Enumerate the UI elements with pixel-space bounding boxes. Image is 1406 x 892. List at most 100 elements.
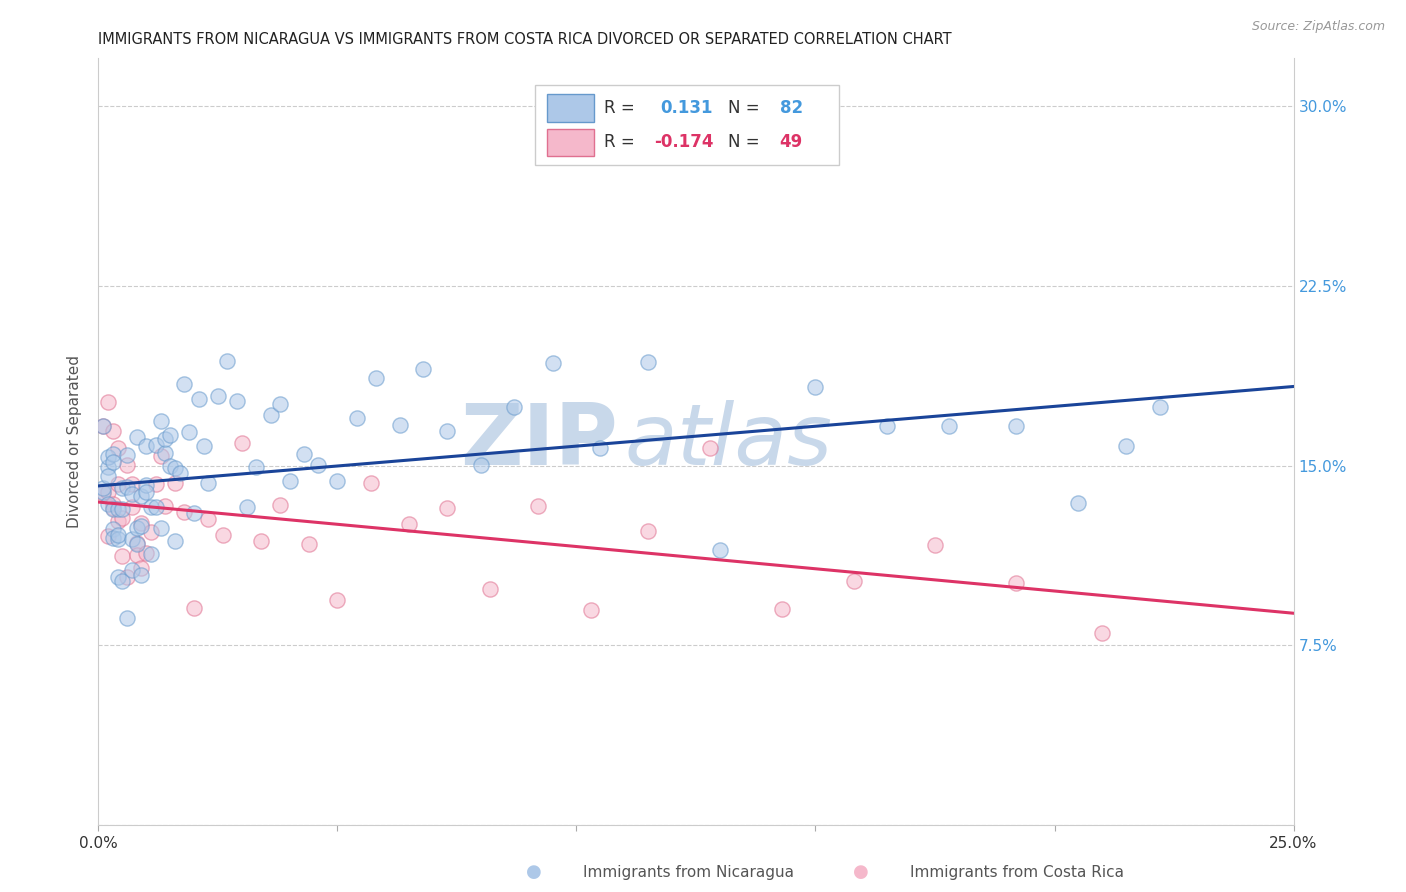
Text: Source: ZipAtlas.com: Source: ZipAtlas.com [1251, 20, 1385, 33]
Point [1005, 418, 1028, 433]
Point [364, 371, 387, 385]
Point [245, 459, 267, 474]
Point [173, 505, 195, 519]
Point [346, 411, 368, 425]
Text: Immigrants from Nicaragua: Immigrants from Nicaragua [583, 865, 794, 880]
Point [139, 500, 162, 514]
Point [479, 582, 502, 596]
Point [111, 549, 134, 564]
Point [145, 477, 167, 491]
Point [115, 610, 138, 624]
Point [155, 432, 177, 446]
Point [326, 474, 349, 488]
Point [589, 441, 612, 455]
Point [101, 532, 124, 546]
Point [579, 603, 602, 617]
Point [269, 498, 291, 512]
Y-axis label: Divorced or Separated: Divorced or Separated [67, 355, 83, 528]
Point [125, 521, 148, 535]
Point [125, 537, 148, 551]
Point [804, 380, 827, 394]
Point [169, 467, 191, 481]
Point [1115, 439, 1137, 453]
Point [470, 458, 492, 472]
Point [159, 458, 181, 473]
Point [121, 533, 143, 547]
Text: R =: R = [605, 99, 645, 117]
Point [101, 500, 124, 515]
Text: ●: ● [526, 863, 543, 881]
Point [217, 354, 239, 368]
Point [97, 468, 120, 483]
Point [125, 535, 148, 549]
Text: 0.131: 0.131 [661, 99, 713, 117]
Point [145, 500, 167, 514]
Point [211, 528, 233, 542]
Point [235, 500, 257, 514]
Text: 82: 82 [779, 99, 803, 117]
Point [101, 522, 124, 536]
Text: N =: N = [728, 134, 765, 152]
Point [115, 480, 138, 494]
Point [111, 511, 134, 525]
Point [135, 485, 157, 500]
Point [231, 436, 253, 450]
Point [131, 489, 153, 503]
Point [107, 502, 129, 516]
Text: IMMIGRANTS FROM NICARAGUA VS IMMIGRANTS FROM COSTA RICA DIVORCED OR SEPARATED CO: IMMIGRANTS FROM NICARAGUA VS IMMIGRANTS … [98, 32, 952, 47]
Point [139, 547, 162, 561]
Point [183, 601, 205, 615]
Point [163, 534, 186, 549]
Point [173, 376, 195, 391]
Text: R =: R = [605, 134, 640, 152]
Point [159, 428, 181, 442]
Point [97, 450, 120, 465]
Point [149, 414, 172, 428]
Point [541, 356, 564, 370]
Point [709, 542, 731, 557]
Point [91, 485, 114, 500]
Point [360, 476, 382, 491]
Point [876, 418, 898, 433]
Point [149, 521, 172, 535]
Point [938, 418, 960, 433]
Point [107, 514, 129, 528]
Point [145, 437, 167, 451]
Point [125, 430, 148, 444]
Point [111, 502, 134, 516]
Point [115, 569, 138, 583]
Point [97, 459, 120, 474]
Point [121, 477, 143, 491]
Text: atlas: atlas [624, 400, 832, 483]
Point [97, 395, 120, 409]
Point [436, 424, 458, 438]
Point [197, 512, 219, 526]
Point [187, 392, 209, 406]
Point [412, 362, 434, 376]
Point [135, 546, 157, 560]
Point [121, 500, 143, 514]
Point [115, 448, 138, 462]
Point [135, 478, 157, 492]
Point [637, 524, 659, 539]
Point [91, 485, 114, 500]
Point [101, 454, 124, 468]
Point [179, 425, 201, 439]
Point [131, 516, 153, 531]
Point [111, 574, 134, 588]
Point [131, 560, 153, 574]
Point [388, 418, 411, 433]
Point [125, 549, 148, 563]
Point [924, 538, 946, 552]
Point [207, 389, 229, 403]
Point [183, 506, 205, 520]
Point [101, 425, 124, 439]
Point [1091, 626, 1114, 640]
Point [163, 476, 186, 491]
Point [197, 475, 219, 490]
Point [155, 499, 177, 513]
Point [699, 441, 721, 455]
Point [101, 497, 124, 511]
Point [149, 449, 172, 463]
Point [131, 568, 153, 582]
